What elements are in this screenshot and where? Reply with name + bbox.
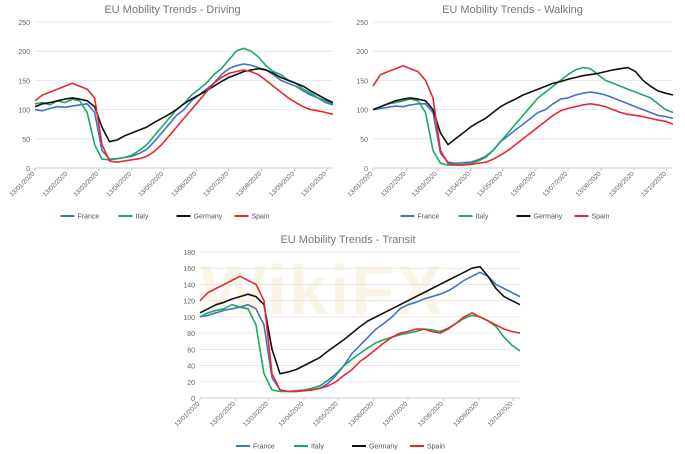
x-tick-label: 13/09/2020 [452,400,480,428]
x-tick-label: 13/02/2020 [209,400,237,428]
legend-label: France [418,214,440,221]
series-line [372,66,674,146]
x-tick-label: 13/08/2020 [235,170,263,198]
y-tick-label: 100 [356,108,368,115]
x-tick-label: 13/03/2020 [242,400,270,428]
x-tick-label: 13/07/2020 [541,170,569,198]
legend-label: Spain [252,214,270,221]
x-tick-label: 13/05/2020 [312,400,340,428]
x-tick-label: 13/07/2020 [202,170,230,198]
series-line [199,271,521,393]
series-line [34,69,334,163]
series-line [372,91,674,165]
series-line [199,275,521,393]
y-tick-label: 250 [18,20,30,27]
x-tick-label: 13/06/2020 [509,170,537,198]
x-tick-label: 13/03/2020 [411,170,439,198]
x-tick-label: 13/09/2020 [608,170,636,198]
x-tick-label: 13/01/2020 [8,170,36,198]
chart-title: EU Mobility Trends - Driving [104,4,240,16]
y-tick-label: 200 [18,49,30,56]
y-tick-label: 160 [183,266,195,273]
series-line [372,65,674,166]
chart-driving: EU Mobility Trends - Driving 0 50 100 150 200… [8,4,334,221]
chart-title: EU Mobility Trends - Walking [442,4,583,16]
y-tick-label: 120 [183,299,195,306]
legend-label: Italy [136,214,149,221]
legend-label: Spain [427,444,445,451]
y-tick-label: 0 [191,396,195,403]
y-tick-label: 150 [356,78,368,85]
x-tick-label: 13/04/2020 [105,170,133,198]
x-tick-label: 13/01/2020 [173,400,201,428]
x-tick-label: 13/05/2020 [476,170,504,198]
x-tick-label: 13/06/2020 [170,170,198,198]
x-tick-label: 13/02/2020 [41,170,69,198]
x-tick-label: 13/10/2020 [300,170,328,198]
y-tick-label: 80 [187,331,195,338]
x-tick-label: 13/06/2020 [347,400,375,428]
legend-label: Germany [534,214,563,221]
chart-transit: EU Mobility Trends - Transit 0 20 40 60 80 100… [173,234,521,451]
x-tick-label: 13/03/2020 [72,170,100,198]
series-line [372,66,674,166]
y-tick-label: 100 [18,108,30,115]
x-tick-label: 13/08/2020 [417,400,445,428]
legend-label: France [253,444,275,451]
y-tick-label: 250 [356,20,368,27]
y-tick-label: 200 [356,49,368,56]
x-tick-label: 13/10/2020 [640,170,668,198]
legend-label: Spain [592,214,610,221]
x-tick-label: 13/01/2020 [346,170,374,198]
x-tick-label: 13/05/2020 [137,170,165,198]
x-tick-label: 13/09/2020 [268,170,296,198]
series-line [199,303,521,393]
y-tick-label: 0 [26,166,30,173]
x-tick-label: 13/02/2020 [380,170,408,198]
legend-label: Germany [369,444,398,451]
y-tick-label: 100 [183,315,195,322]
x-tick-label: 13/08/2020 [575,170,603,198]
y-tick-label: 50 [22,137,30,144]
legend-label: France [78,214,100,221]
x-tick-label: 13/04/2020 [277,400,305,428]
x-tick-label: 13/10/2020 [487,400,515,428]
series-line [34,67,334,143]
y-tick-label: 0 [364,166,368,173]
series-line [34,63,334,160]
y-tick-label: 20 [187,380,195,387]
y-tick-label: 40 [187,364,195,371]
legend-label: Germany [194,214,223,221]
chart-walking: EU Mobility Trends - Walking 0 50 100 150 200… [346,4,674,221]
y-tick-label: 140 [183,282,195,289]
chart-title: EU Mobility Trends - Transit [280,234,415,246]
y-tick-label: 50 [360,137,368,144]
x-tick-label: 13/04/2020 [444,170,472,198]
legend-label: Italy [476,214,489,221]
legend-label: Italy [311,444,324,451]
y-tick-label: 60 [187,347,195,354]
series-line [199,265,521,375]
x-tick-label: 13/07/2020 [381,400,409,428]
y-tick-label: 180 [183,250,195,257]
y-tick-label: 150 [18,78,30,85]
